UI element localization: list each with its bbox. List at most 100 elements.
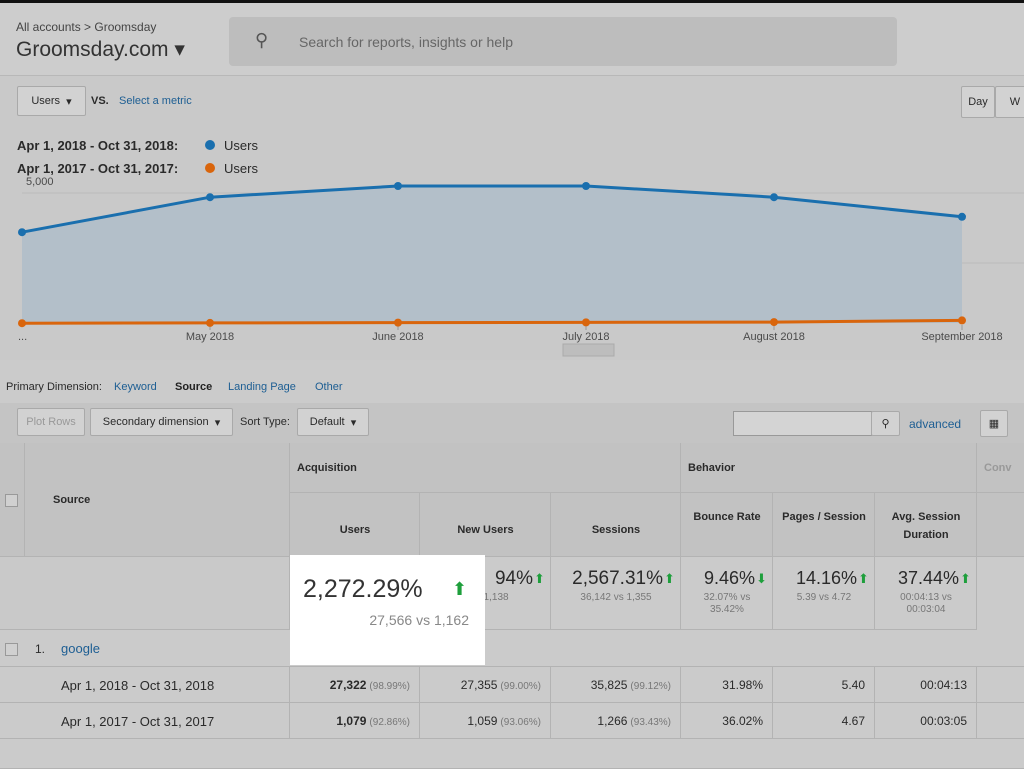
- point: [582, 182, 590, 190]
- cell-content: 27,322 (98.99%): [290, 678, 410, 692]
- select-metric[interactable]: Select a metric: [119, 95, 192, 107]
- dimension-option: Source: [175, 381, 213, 393]
- cell-content: 31.98%: [681, 678, 763, 692]
- value: 4.67: [841, 714, 865, 728]
- highlight: 2,272.29% ⬆ 27,566 vs 1,162: [290, 555, 485, 665]
- subrow-cell: [420, 667, 551, 703]
- subrow-cell: [290, 703, 420, 739]
- sort-dropdown[interactable]: Default ▾: [297, 408, 369, 436]
- line: [21, 184, 963, 234]
- users-change: 2,272.29%: [303, 575, 423, 603]
- total-compare: 0 vs 1,138: [462, 592, 509, 603]
- property[interactable]: Groomsday.com ▾: [16, 38, 185, 61]
- value: 27,355: [460, 678, 498, 692]
- legend-name: Users: [224, 138, 258, 153]
- point: [582, 318, 590, 327]
- total-value: 14.16%: [795, 568, 857, 588]
- subrow-cell: [551, 703, 681, 739]
- column-title: Pages / Session: [782, 511, 866, 523]
- day-button[interactable]: Day: [961, 86, 995, 118]
- up-arrow: ⬆: [960, 571, 971, 586]
- x-tick-label: September 2018: [921, 331, 1002, 343]
- sort-label: Sort Type:: [240, 416, 290, 428]
- value: 36.02%: [722, 714, 763, 728]
- column-header: [681, 493, 773, 557]
- dimension-option: Other: [315, 381, 343, 393]
- column-header: [875, 493, 977, 557]
- column-header: [420, 493, 551, 557]
- legend-range: Apr 1, 2018 - Oct 31, 2018:: [17, 138, 179, 153]
- x-tick-label: August 2018: [743, 331, 805, 343]
- total-cell: [875, 557, 977, 630]
- subrow-cell: [681, 703, 773, 739]
- row: [0, 630, 1024, 667]
- legend-dot: [205, 163, 215, 173]
- up-arrow: ⬆: [858, 571, 869, 586]
- cell-content: 00:04:13: [875, 678, 967, 692]
- dimension-option: Landing Page: [228, 381, 296, 393]
- point: [394, 182, 402, 190]
- value: 1,059: [467, 714, 498, 728]
- column-header: [551, 493, 681, 557]
- search-placeholder: Search for reports, insights or help: [299, 34, 513, 50]
- value: 1,079: [336, 714, 367, 728]
- week-button[interactable]: W: [995, 86, 1024, 118]
- total-cell: [681, 557, 773, 630]
- percent: (99.00%): [500, 681, 541, 692]
- point: [18, 319, 26, 328]
- column-title: Users: [339, 524, 371, 536]
- group-header: [681, 443, 977, 493]
- percent: (98.99%): [369, 681, 410, 692]
- point: [770, 318, 778, 327]
- advanced-link[interactable]: advanced: [909, 417, 962, 431]
- value: 31.98%: [722, 678, 763, 692]
- total-value: 9.46%: [703, 568, 755, 588]
- cell-content: 1,059 (93.06%): [420, 714, 541, 728]
- grid-view[interactable]: ▦: [980, 410, 1008, 437]
- group-title: Behavior: [688, 462, 736, 474]
- total-compare: 5.39 vs 4.72: [796, 592, 852, 603]
- subrow-cell: [875, 667, 977, 703]
- metric-dropdown[interactable]: Users ▾: [17, 86, 86, 116]
- source-header: [25, 443, 290, 557]
- search-box[interactable]: ⚲ Search for reports, insights or help: [229, 17, 897, 66]
- row-name: google: [61, 641, 101, 656]
- top-edge: [0, 0, 1024, 3]
- filter-search[interactable]: ⚲: [871, 411, 900, 436]
- column-title: Bounce Rate: [693, 511, 761, 523]
- group-title: Acquisition: [297, 462, 357, 474]
- subrow-label-cell: [0, 667, 290, 703]
- point: [18, 228, 26, 237]
- point: [206, 193, 214, 202]
- x-tick-label: June 2018: [372, 331, 423, 343]
- metric: Users: [31, 95, 61, 107]
- total-value: 37.44%: [897, 568, 959, 588]
- x-tick-label: July 2018: [562, 331, 609, 343]
- group-title: Conv: [984, 462, 1012, 474]
- filter-input[interactable]: [733, 411, 872, 436]
- dimension-option: Keyword: [114, 381, 157, 393]
- subrow-cell: [977, 703, 1024, 739]
- search-icon: ⚲: [255, 30, 269, 50]
- breadcrumb[interactable]: All accounts > Groomsday: [16, 20, 157, 34]
- cell-content: 4.67: [773, 714, 865, 728]
- plot-rows[interactable]: Plot Rows: [17, 408, 85, 436]
- area: [22, 186, 962, 323]
- percent: (93.06%): [500, 717, 541, 728]
- legend-dot: [205, 140, 215, 150]
- totals-label: [0, 557, 290, 630]
- secondary-dimension[interactable]: Secondary dimension ▾: [90, 408, 233, 436]
- subrow-cell: [773, 703, 875, 739]
- value: 00:03:05: [920, 714, 967, 728]
- legend-range: Apr 1, 2017 - Oct 31, 2017:: [17, 161, 179, 176]
- subrow-cell: [875, 703, 977, 739]
- column-title: Sessions: [591, 524, 641, 536]
- subrow-cell: [681, 667, 773, 703]
- column-header: [290, 493, 420, 557]
- value: 35,825: [590, 678, 628, 692]
- cell-content: 1,266 (93.43%): [551, 714, 671, 728]
- percent: (99.12%): [630, 681, 671, 692]
- up-arrow: ⬆: [534, 571, 545, 586]
- cell-content: 36.02%: [681, 714, 763, 728]
- subrow-label-cell: [0, 703, 290, 739]
